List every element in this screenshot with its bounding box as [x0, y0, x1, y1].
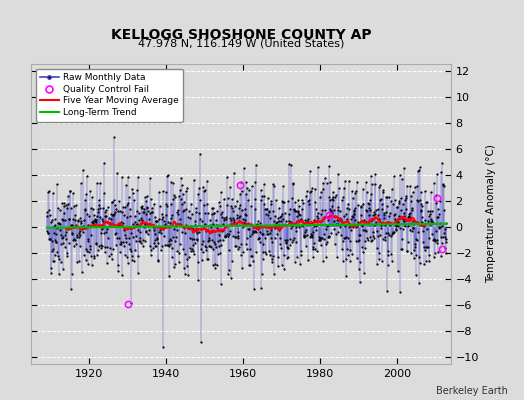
Text: Berkeley Earth: Berkeley Earth — [436, 386, 508, 396]
Legend: Raw Monthly Data, Quality Control Fail, Five Year Moving Average, Long-Term Tren: Raw Monthly Data, Quality Control Fail, … — [36, 68, 183, 122]
Title: KELLOGG SHOSHONE COUNTY AP: KELLOGG SHOSHONE COUNTY AP — [111, 28, 372, 42]
Y-axis label: Temperature Anomaly (°C): Temperature Anomaly (°C) — [486, 144, 496, 284]
Text: 47.978 N, 116.149 W (United States): 47.978 N, 116.149 W (United States) — [138, 39, 344, 49]
